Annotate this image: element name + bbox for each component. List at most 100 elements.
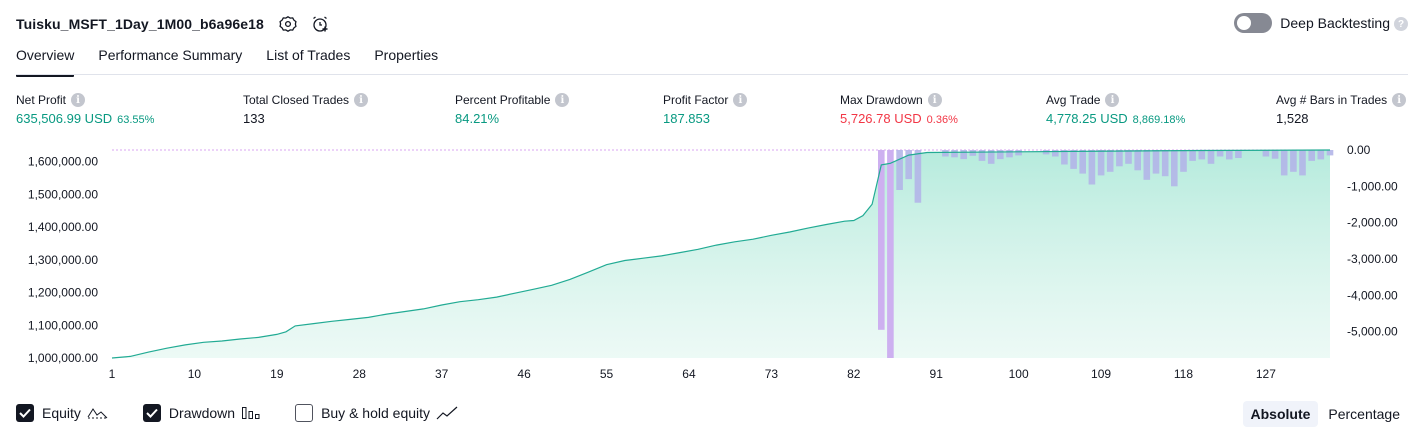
settings-icon[interactable] — [278, 14, 298, 34]
tab-properties[interactable]: Properties — [374, 47, 439, 63]
x-axis: 1 10 19 28 37 46 55 64 73 82 91 100 109 118 127 — [109, 367, 1277, 381]
buy-hold-checkbox[interactable] — [295, 404, 314, 422]
metric-sub-value: 63.55% — [117, 114, 155, 126]
drawdown-bars — [878, 150, 1334, 358]
drawdown-bar — [1317, 150, 1325, 160]
x-axis-tick-label: 118 — [1174, 367, 1193, 381]
x-axis-tick-label: 73 — [765, 367, 779, 381]
drawdown-bar — [896, 150, 903, 190]
tab-list-of-trades[interactable]: List of Trades — [266, 47, 351, 63]
drawdown-bar — [1116, 150, 1123, 167]
drawdown-bar — [1326, 150, 1334, 156]
drawdown-bar — [1061, 150, 1068, 165]
x-axis-tick-label: 109 — [1091, 367, 1111, 381]
legend-drawdown[interactable]: Drawdown — [142, 404, 261, 422]
deep-backtesting: Deep Backtesting ? — [1234, 13, 1408, 33]
drawdown-bar — [951, 150, 958, 158]
drawdown-bar — [1152, 150, 1160, 174]
drawdown-bar — [960, 150, 967, 160]
metric-profit-factor: Profit Factor i 187.853 — [663, 93, 748, 126]
info-icon[interactable]: i — [1105, 93, 1120, 107]
drawdown-bar — [1079, 150, 1086, 174]
drawdown-bar — [1226, 150, 1233, 160]
right-axis-tick-label: -4,000.00 — [1347, 288, 1398, 302]
drawdown-bar — [1207, 150, 1215, 164]
drawdown-bar — [1262, 150, 1270, 157]
x-axis-tick-label: 82 — [847, 367, 861, 381]
left-axis-tick-label: 1,500,000.00 — [28, 187, 98, 201]
drawdown-bar — [997, 150, 1004, 160]
drawdown-bar — [1271, 150, 1279, 159]
equity-line — [111, 149, 1331, 359]
metric-value: 5,726.78 USD — [840, 111, 922, 126]
metric-value: 187.853 — [663, 111, 710, 126]
info-icon[interactable]: i — [354, 93, 369, 107]
chart-legend: Equity Drawdown Buy & hold equity — [16, 404, 492, 422]
drawdown-bar — [1015, 150, 1022, 156]
x-axis-tick-label: 28 — [353, 367, 367, 381]
drawdown-bar — [1052, 150, 1059, 157]
info-icon[interactable]: i — [71, 93, 86, 107]
equity-drawdown-chart[interactable]: 1,600,000.00 1,500,000.00 1,400,000.00 1,30… — [0, 140, 1424, 390]
x-axis-tick-label: 100 — [1009, 367, 1029, 381]
left-axis-tick-label: 1,200,000.00 — [28, 286, 98, 300]
legend-buy-hold[interactable]: Buy & hold equity — [295, 404, 458, 422]
drawdown-series-icon — [241, 406, 261, 420]
deep-backtesting-toggle[interactable] — [1234, 13, 1273, 33]
help-icon[interactable]: ? — [1394, 17, 1408, 31]
info-icon[interactable]: i — [555, 93, 570, 107]
drawdown-bar — [1042, 150, 1050, 155]
deep-backtesting-label: Deep Backtesting — [1280, 15, 1390, 31]
drawdown-bar — [942, 150, 949, 157]
metric-max-drawdown: Max Drawdown i 5,726.78 USD 0.36% — [840, 93, 958, 126]
x-axis-tick-label: 37 — [435, 367, 449, 381]
right-axis-tick-label: -1,000.00 — [1347, 179, 1398, 193]
percentage-button[interactable]: Percentage — [1328, 406, 1400, 422]
drawdown-bar — [987, 150, 995, 164]
drawdown-bar — [1290, 150, 1297, 172]
drawdown-bar — [969, 150, 977, 156]
x-axis-tick-label: 64 — [682, 367, 696, 381]
drawdown-bar — [878, 150, 885, 330]
legend-equity[interactable]: Equity — [16, 404, 109, 422]
info-icon[interactable]: i — [733, 93, 748, 107]
left-axis-tick-label: 1,600,000.00 — [28, 155, 98, 169]
scale-switch: Absolute Percentage — [1241, 401, 1409, 427]
info-icon[interactable]: i — [927, 93, 942, 107]
drawdown-bar — [1134, 150, 1141, 171]
add-alert-icon[interactable] — [310, 14, 330, 34]
equity-series-icon — [87, 406, 109, 420]
equity-checkbox[interactable] — [16, 404, 34, 422]
legend-label: Equity — [42, 405, 81, 421]
left-axis-tick-label: 1,000,000.00 — [28, 351, 98, 365]
metric-label: Avg Trade — [1046, 93, 1101, 107]
info-icon[interactable]: i — [1392, 93, 1407, 107]
tabs-divider — [16, 74, 1408, 75]
buy-hold-series-icon — [436, 406, 458, 420]
drawdown-bar — [1299, 150, 1306, 176]
tab-overview[interactable]: Overview — [16, 47, 75, 77]
drawdown-bar — [887, 150, 894, 358]
drawdown-bar — [905, 150, 912, 180]
metric-avg-bars-in-trades: Avg # Bars in Trades i 1,528 — [1276, 93, 1407, 126]
drawdown-bar — [1097, 150, 1105, 176]
drawdown-bar — [1280, 150, 1288, 176]
metric-label: Percent Profitable — [455, 93, 551, 107]
metric-value: 1,528 — [1276, 111, 1309, 126]
left-axis-tick-label: 1,400,000.00 — [28, 220, 98, 234]
metric-value: 4,778.25 USD — [1046, 111, 1128, 126]
drawdown-bar — [1088, 150, 1096, 185]
report-tabs: Overview Performance Summary List of Tra… — [16, 47, 462, 77]
drawdown-bar — [1006, 150, 1013, 158]
x-axis-tick-label: 91 — [930, 367, 944, 381]
drawdown-bar — [1070, 150, 1077, 169]
drawdown-checkbox[interactable] — [142, 404, 161, 422]
right-axis-tick-label: 0.00 — [1347, 143, 1371, 157]
absolute-button[interactable]: Absolute — [1242, 401, 1319, 427]
metric-label: Profit Factor — [663, 93, 729, 107]
strategy-title: Tuisku_MSFT_1Day_1M00_b6a96e18 — [16, 16, 264, 32]
drawdown-bar — [1216, 150, 1224, 157]
legend-label: Buy & hold equity — [321, 405, 431, 421]
tab-performance-summary[interactable]: Performance Summary — [98, 47, 243, 63]
metric-sub-value: 0.36% — [926, 114, 958, 126]
